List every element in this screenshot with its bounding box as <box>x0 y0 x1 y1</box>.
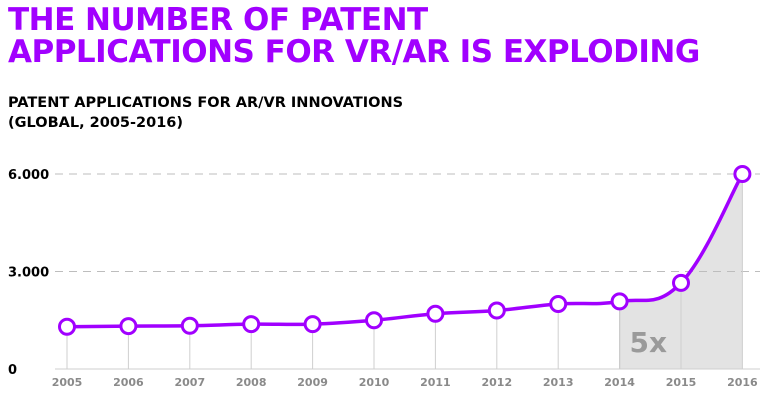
x-tick-label: 2009 <box>297 376 328 389</box>
y-tick-label: 0 <box>8 363 17 378</box>
y-tick-label: 3.000 <box>8 266 49 281</box>
chart-title-line-1: THE NUMBER OF PATENT <box>8 2 428 38</box>
data-point-2013 <box>549 295 568 313</box>
x-tick-label: 2013 <box>543 376 574 389</box>
highlight-label: 5x <box>630 326 668 359</box>
chart-subtitle: PATENT APPLICATIONS FOR AR/VR INNOVATION… <box>8 93 403 133</box>
data-point-2016 <box>733 165 752 183</box>
y-tick-label: 6.000 <box>8 168 49 183</box>
data-point-2007 <box>180 316 199 335</box>
x-tick-label: 2005 <box>52 376 83 389</box>
x-tick-label: 2006 <box>113 376 144 389</box>
x-tick-label: 2007 <box>174 376 205 389</box>
chart-subtitle-line-1: PATENT APPLICATIONS FOR AR/VR INNOVATION… <box>8 95 404 111</box>
x-tick-label: 2011 <box>420 376 451 389</box>
chart-title-line-2: APPLICATIONS FOR VR/AR IS EXPLODING <box>8 34 700 70</box>
data-point-2015 <box>672 273 690 292</box>
data-points <box>58 165 752 336</box>
data-point-2009 <box>303 315 322 334</box>
chart-title: THE NUMBER OF PATENT APPLICATIONS FOR VR… <box>8 4 700 68</box>
x-tick-label: 2016 <box>727 376 758 389</box>
x-tick-label: 2014 <box>604 376 635 389</box>
x-tick-label: 2012 <box>481 376 512 389</box>
data-point-2011 <box>426 304 445 323</box>
x-tick-label: 2008 <box>236 376 267 389</box>
x-axis-ticks: 2005 2006 2007 2008 2009 2010 2011 2012 2013 2014… <box>52 376 758 389</box>
data-point-2014 <box>610 292 629 311</box>
data-point-2005 <box>58 317 76 336</box>
x-tick-label: 2010 <box>359 376 390 389</box>
gridlines <box>55 173 760 370</box>
annotations: 5x <box>630 326 668 359</box>
data-point-2006 <box>119 317 138 336</box>
chart-subtitle-line-2: (GLOBAL, 2005-2016) <box>8 115 184 131</box>
data-point-2010 <box>365 311 383 330</box>
data-point-2012 <box>487 301 506 320</box>
x-tick-label: 2015 <box>666 376 697 389</box>
highlight-area <box>619 174 743 369</box>
y-axis-ticks: 0 3.000 6.000 <box>8 168 49 378</box>
data-point-2008 <box>242 315 261 334</box>
